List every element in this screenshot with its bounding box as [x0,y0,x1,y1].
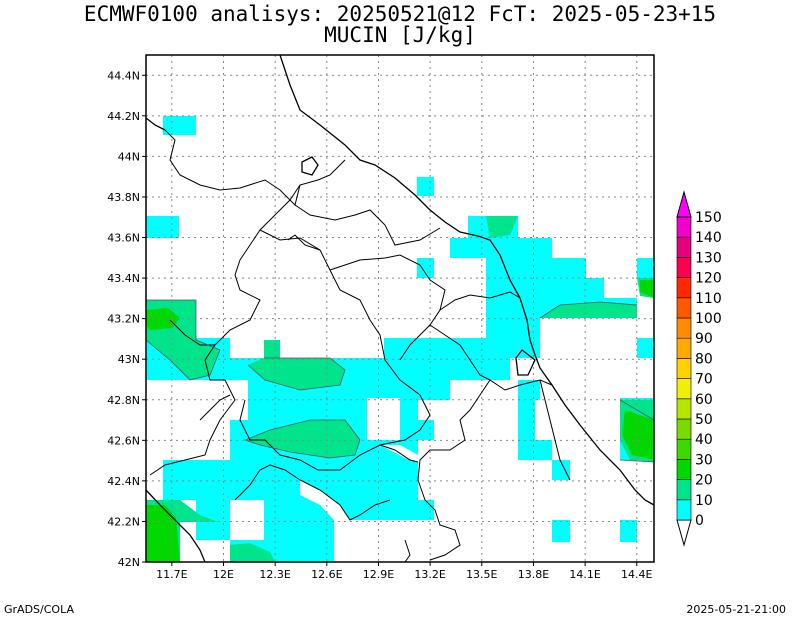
lat-tick-label: 42.4N [107,475,140,488]
colorbar-over-triangle [676,190,692,218]
footer-timestamp: 2025-05-21-21:00 [686,603,786,616]
colorbar-swatch [676,337,692,359]
colorbar-swatch [676,277,692,299]
colorbar-label: 30 [695,452,713,468]
lon-tick-label: 12.9E [363,568,394,581]
lat-tick-label: 42.6N [107,434,140,447]
colorbar-label: 150 [695,210,722,226]
colorbar-swatch [676,317,692,339]
colorbar-swatch [676,216,692,238]
map-frame [145,54,655,563]
colorbar-swatch [676,418,692,440]
colorbar-label: 20 [695,473,713,489]
colorbar-label: 140 [695,230,722,246]
colorbar-label: 10 [695,493,713,509]
colorbar: 0 10 20 30 40 50 60 70 80 90 100 110 120 130 140 150 [676,190,722,547]
lat-tick-label: 44N [118,150,140,163]
colorbar-swatch [676,358,692,379]
colorbar-label: 90 [695,331,713,347]
colorbar-swatch [676,257,692,278]
colorbar-swatch [676,297,692,319]
region-borders [149,129,571,563]
colorbar-swatch [676,459,692,480]
lat-tick-label: 44.4N [107,69,140,82]
latitude-ticks: 44.4N 44.2N 44N 43.8N 43.6N 43.4N 43.2N 43N 42.8… [107,69,146,569]
lon-tick-label: 13.5E [466,568,497,581]
colorbar-label: 130 [695,250,722,266]
colorbar-swatch [676,438,692,460]
colorbar-label: 40 [695,432,713,448]
colorbar-swatch [676,499,692,521]
colorbar-swatch [676,398,692,420]
colorbar-label: 60 [695,392,713,408]
lat-tick-label: 43.2N [107,313,140,326]
lat-tick-label: 42N [118,556,140,569]
lon-tick-label: 13.8E [518,568,549,581]
colorbar-label: 80 [695,351,713,367]
lon-tick-label: 13.2E [414,568,445,581]
colorbar-swatch [676,378,692,400]
lon-tick-label: 14.1E [569,568,600,581]
lat-tick-label: 43N [118,353,140,366]
lat-tick-label: 43.6N [107,232,140,245]
no-data-gaps [230,358,535,540]
colorbar-label: 50 [695,412,713,428]
lon-tick-label: 12.6E [311,568,342,581]
lat-tick-label: 44.2N [107,110,140,123]
map-title: ECMWF0100 analisys: 20250521@12 FcT: 202… [83,2,717,26]
lon-tick-label: 11.7E [156,568,187,581]
colorbar-swatch [676,236,692,258]
lat-tick-label: 43.8N [107,191,140,204]
colorbar-under-triangle [676,519,692,547]
map-subtitle: MUCIN [J/kg] [324,23,476,47]
colorbar-label: 100 [695,311,722,327]
lat-tick-label: 42.2N [107,515,140,528]
colorbar-label: 0 [695,513,704,529]
lat-tick-label: 42.8N [107,394,140,407]
longitude-ticks: 11.7E 12E 12.3E 12.6E 12.9E 13.2E 13.5E 13.8E 14… [156,562,653,581]
coastline [145,54,655,563]
footer-software-label: GrADS/COLA [4,603,74,616]
lat-tick-label: 43.4N [107,272,140,285]
lon-tick-label: 12E [213,568,234,581]
colorbar-label: 120 [695,271,722,287]
colorbar-label: 70 [695,372,713,388]
lon-tick-label: 12.3E [259,568,290,581]
lon-tick-label: 14.4E [621,568,652,581]
colorbar-swatch [676,479,692,501]
colorbar-label: 110 [695,291,722,307]
contours [145,299,655,463]
